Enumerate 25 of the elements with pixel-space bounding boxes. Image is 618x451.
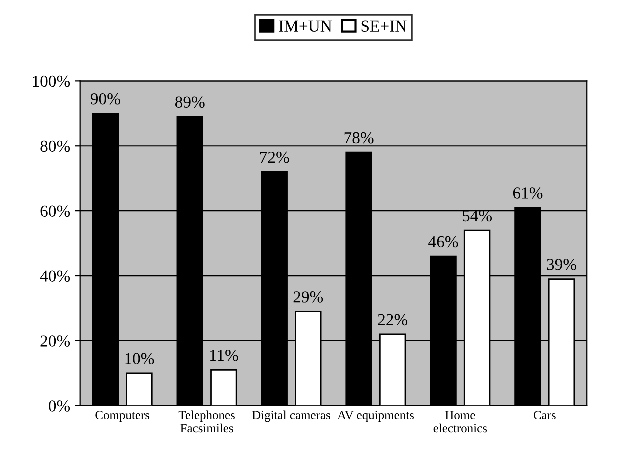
legend-label: SE+IN	[362, 20, 407, 32]
y-tick-label: 40%	[40, 270, 70, 282]
x-tick-label: Digital cameras	[252, 410, 330, 422]
data-label: 39%	[547, 259, 576, 270]
data-label: 22%	[378, 314, 408, 326]
y-tick-label: 80%	[40, 140, 70, 152]
legend-label: IM+UN	[279, 20, 332, 32]
data-label: 46%	[428, 236, 458, 248]
y-tick-label: 100%	[33, 76, 70, 88]
x-tick-label: AV equipments	[338, 411, 414, 422]
y-tick-label: 60%	[40, 206, 70, 218]
data-label: 89%	[176, 96, 205, 108]
x-tick-label: Home electronics	[434, 411, 488, 433]
data-label: 78%	[344, 132, 374, 144]
x-tick-label: Cars	[534, 411, 556, 420]
data-label: 72%	[260, 152, 290, 164]
data-label: 61%	[513, 188, 543, 199]
data-label: 90%	[90, 93, 120, 105]
y-tick-label: 20%	[40, 336, 70, 347]
data-label: 10%	[126, 353, 154, 365]
data-label: 29%	[294, 292, 324, 303]
x-tick-label: Telephones Facsimiles	[178, 410, 235, 433]
y-tick-label: 0%	[49, 400, 70, 412]
x-tick-label: Computers	[96, 411, 150, 422]
data-label: 11%	[210, 350, 238, 362]
